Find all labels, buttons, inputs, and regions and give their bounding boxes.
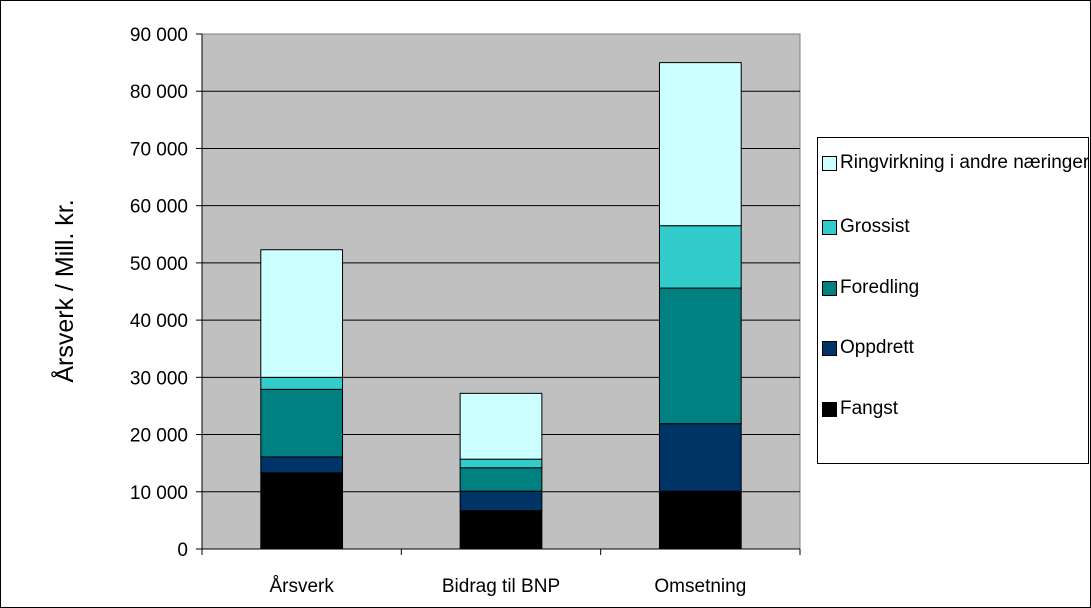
legend-label: Fangst (840, 398, 899, 419)
bar-segment-ringvirkning-i-andre-n-ringer (260, 249, 344, 378)
x-tick-label: Bidrag til BNP (442, 576, 560, 597)
y-tick-label: 0 (177, 540, 188, 561)
y-tick-label: 80 000 (130, 82, 188, 103)
y-tick-label: 20 000 (130, 426, 188, 447)
x-ticks: Årsverk Bidrag til BNP Omsetning (201, 549, 801, 597)
bar-segment-grossist (658, 225, 742, 289)
x-tick-label: Årsverk (269, 576, 334, 597)
bar-segment-grossist (260, 376, 344, 390)
legend-item: Oppdrett (822, 336, 1090, 360)
y-ticks: 0 10 000 20 000 30 000 40 000 50 000 60 000 70 … (130, 25, 202, 561)
bars (260, 62, 742, 550)
legend-label: Foredling (840, 277, 920, 298)
y-tick-label: 60 000 (130, 197, 188, 218)
bar-segment-foredling (459, 467, 543, 492)
bar-segment-ringvirkning-i-andre-n-ringer (658, 62, 742, 227)
legend-item: Ringvirkning i andre næringer (822, 151, 1090, 175)
x-tick-label: Omsetning (654, 576, 746, 597)
bar-segment-grossist (459, 458, 543, 469)
legend-swatch (822, 402, 837, 417)
legend-label: Grossist (840, 216, 910, 237)
legend-swatch (822, 341, 837, 356)
bar-segment-oppdrett (459, 490, 543, 512)
bar-segment-oppdrett (658, 423, 742, 492)
y-tick-label: 90 000 (130, 25, 188, 46)
bar-segment-fangst (260, 472, 344, 550)
y-tick-label: 10 000 (130, 483, 188, 504)
y-tick-label: 30 000 (130, 368, 188, 389)
y-tick-label: 70 000 (130, 139, 188, 160)
bar-segment-fangst (459, 510, 543, 550)
legend-swatch (822, 156, 837, 171)
bar-segment-fangst (658, 490, 742, 550)
bar-segment-ringvirkning-i-andre-n-ringer (459, 392, 543, 460)
y-axis-title: Årsverk / Mill. kr. (49, 199, 79, 382)
legend: Ringvirkning i andre næringer Grossist For… (817, 137, 1089, 464)
legend-label: Oppdrett (840, 337, 914, 358)
y-tick-label: 40 000 (130, 311, 188, 332)
bar-segment-foredling (658, 287, 742, 425)
legend-label: Ringvirkning i andre næringer (840, 152, 1090, 173)
y-tick-label: 50 000 (130, 254, 188, 275)
legend-item: Fangst (822, 397, 1090, 421)
bar-segment-foredling (260, 388, 344, 458)
legend-item: Foredling (822, 276, 1090, 300)
legend-swatch (822, 281, 837, 296)
legend-item: Grossist (822, 215, 1090, 239)
legend-swatch (822, 220, 837, 235)
bar-segment-oppdrett (260, 456, 344, 474)
